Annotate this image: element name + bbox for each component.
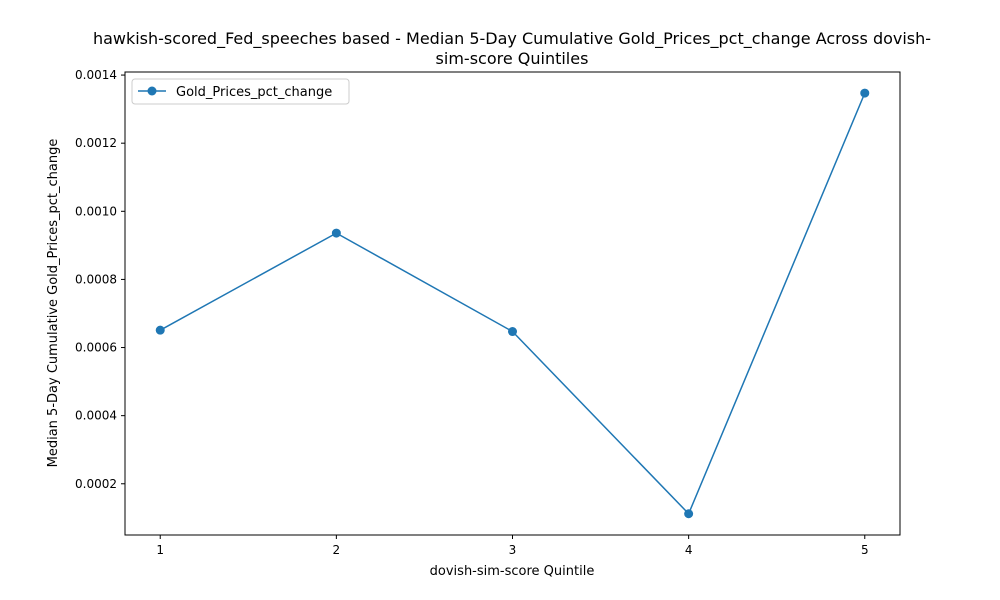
data-point-5: [860, 88, 870, 98]
legend-box: [131, 78, 350, 105]
chart-title: hawkish-scored_Fed_speeches based - Medi…: [93, 29, 931, 68]
chart-title-line-1: hawkish-scored_Fed_speeches based - Medi…: [93, 29, 931, 49]
x-axis: 1 2 3 4 5: [156, 535, 869, 557]
y-tick-label: 0.0004: [75, 409, 117, 423]
x-tick-label: 5: [861, 543, 869, 557]
y-tick-label: 0.0012: [75, 136, 117, 150]
legend-marker-swatch: [147, 86, 157, 96]
series-gold-prices-pct-change: [155, 88, 870, 519]
data-point-3: [508, 327, 517, 337]
plot-area: [124, 71, 901, 536]
x-tick-label: 4: [685, 543, 693, 557]
y-tick-label: 0.0002: [75, 477, 117, 491]
legend: Gold_Prices_pct_change: [131, 78, 350, 105]
data-point-1: [155, 325, 165, 335]
x-tick-label: 1: [156, 543, 164, 557]
x-tick-label: 2: [333, 543, 341, 557]
x-tick-label: 3: [509, 543, 517, 557]
y-axis: 0.0002 0.0004 0.0006 0.0008 0.0010 0.0012 0.00…: [75, 68, 125, 491]
legend-entry-label: Gold_Prices_pct_change: [176, 85, 332, 100]
data-point-2: [331, 228, 341, 238]
y-tick-label: 0.0006: [75, 341, 117, 355]
series-line: [159, 92, 866, 515]
chart-title-line-2: sim-score Quintiles: [436, 49, 589, 68]
y-tick-label: 0.0010: [75, 204, 117, 218]
data-point-4: [684, 509, 694, 519]
y-tick-label: 0.0008: [75, 272, 117, 286]
x-axis-label: dovish-sim-score Quintile: [430, 564, 595, 579]
y-tick-label: 0.0014: [75, 68, 117, 82]
y-axis-label: Median 5-Day Cumulative Gold_Prices_pct_…: [46, 139, 61, 468]
